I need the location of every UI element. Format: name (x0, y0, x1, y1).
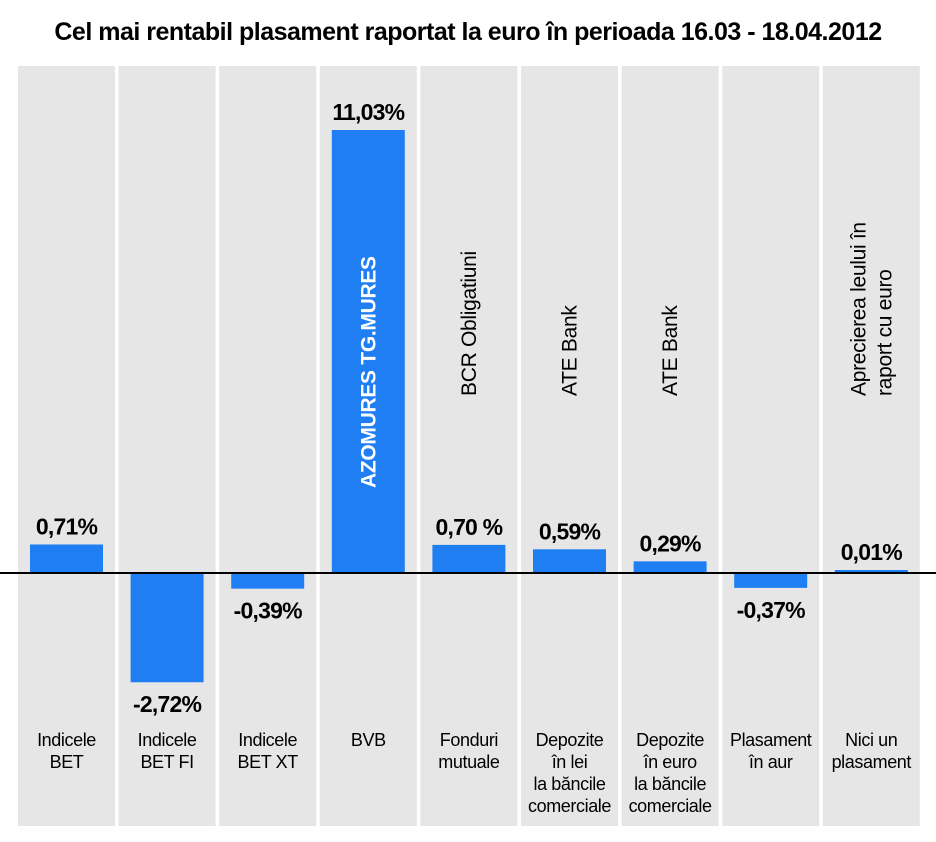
category-label: comerciale (528, 796, 611, 816)
column-background (722, 66, 820, 826)
category-label: BVB (351, 730, 386, 750)
category-label: Depozite (636, 730, 704, 750)
category-label: comerciale (629, 796, 712, 816)
column-background (822, 66, 920, 826)
data-label: -0,37% (737, 597, 805, 623)
data-label: 0,01% (841, 539, 903, 565)
category-label: Indicele (238, 730, 297, 750)
data-label: 0,70 % (435, 514, 502, 540)
category-label: Depozite (536, 730, 604, 750)
bar (432, 544, 506, 573)
data-label: 0,71% (36, 513, 98, 539)
category-label: la băncile (533, 774, 605, 794)
data-label: -2,72% (133, 691, 201, 717)
category-label: BET XT (238, 752, 299, 772)
column-background (118, 66, 216, 826)
category-label: în aur (748, 752, 793, 772)
category-label: în lei (551, 752, 588, 772)
category-label: Plasament (730, 730, 812, 750)
category-label: mutuale (438, 752, 500, 772)
category-label: Fonduri (440, 730, 498, 750)
bar-annotation: Aprecierea leului în (847, 222, 870, 396)
category-label: Nici un (845, 730, 897, 750)
chart-title: Cel mai rentabil plasament raportat la e… (54, 18, 882, 46)
category-label: plasament (832, 752, 912, 772)
data-label: 0,59% (539, 518, 601, 544)
bar-annotation-inside: AZOMURES TG.MURES (357, 256, 380, 488)
bar-annotation: ATE Bank (559, 305, 582, 396)
category-label: BET (50, 752, 84, 772)
bar (533, 549, 606, 573)
bar-annotation: raport cu euro (873, 269, 896, 396)
category-label: Indicele (37, 730, 96, 750)
bar (130, 573, 204, 683)
data-label: -0,39% (234, 598, 302, 624)
data-label: 11,03% (332, 99, 404, 125)
bar (231, 573, 305, 589)
column-background (219, 66, 317, 826)
bar-annotation: ATE Bank (659, 305, 682, 396)
column-background (420, 66, 518, 826)
column-background (18, 66, 115, 826)
bar (331, 130, 405, 573)
category-label: în euro (642, 752, 697, 772)
bar (734, 573, 808, 588)
data-label: 0,29% (639, 530, 701, 556)
bar-annotation: BCR Obligatiuni (458, 251, 481, 396)
category-label: BET FI (140, 752, 193, 772)
column-background (521, 66, 618, 826)
bar (633, 561, 707, 573)
column-background (621, 66, 719, 826)
category-label: la băncile (634, 774, 706, 794)
bar (30, 544, 103, 573)
bar (834, 570, 908, 573)
category-label: Indicele (138, 730, 197, 750)
